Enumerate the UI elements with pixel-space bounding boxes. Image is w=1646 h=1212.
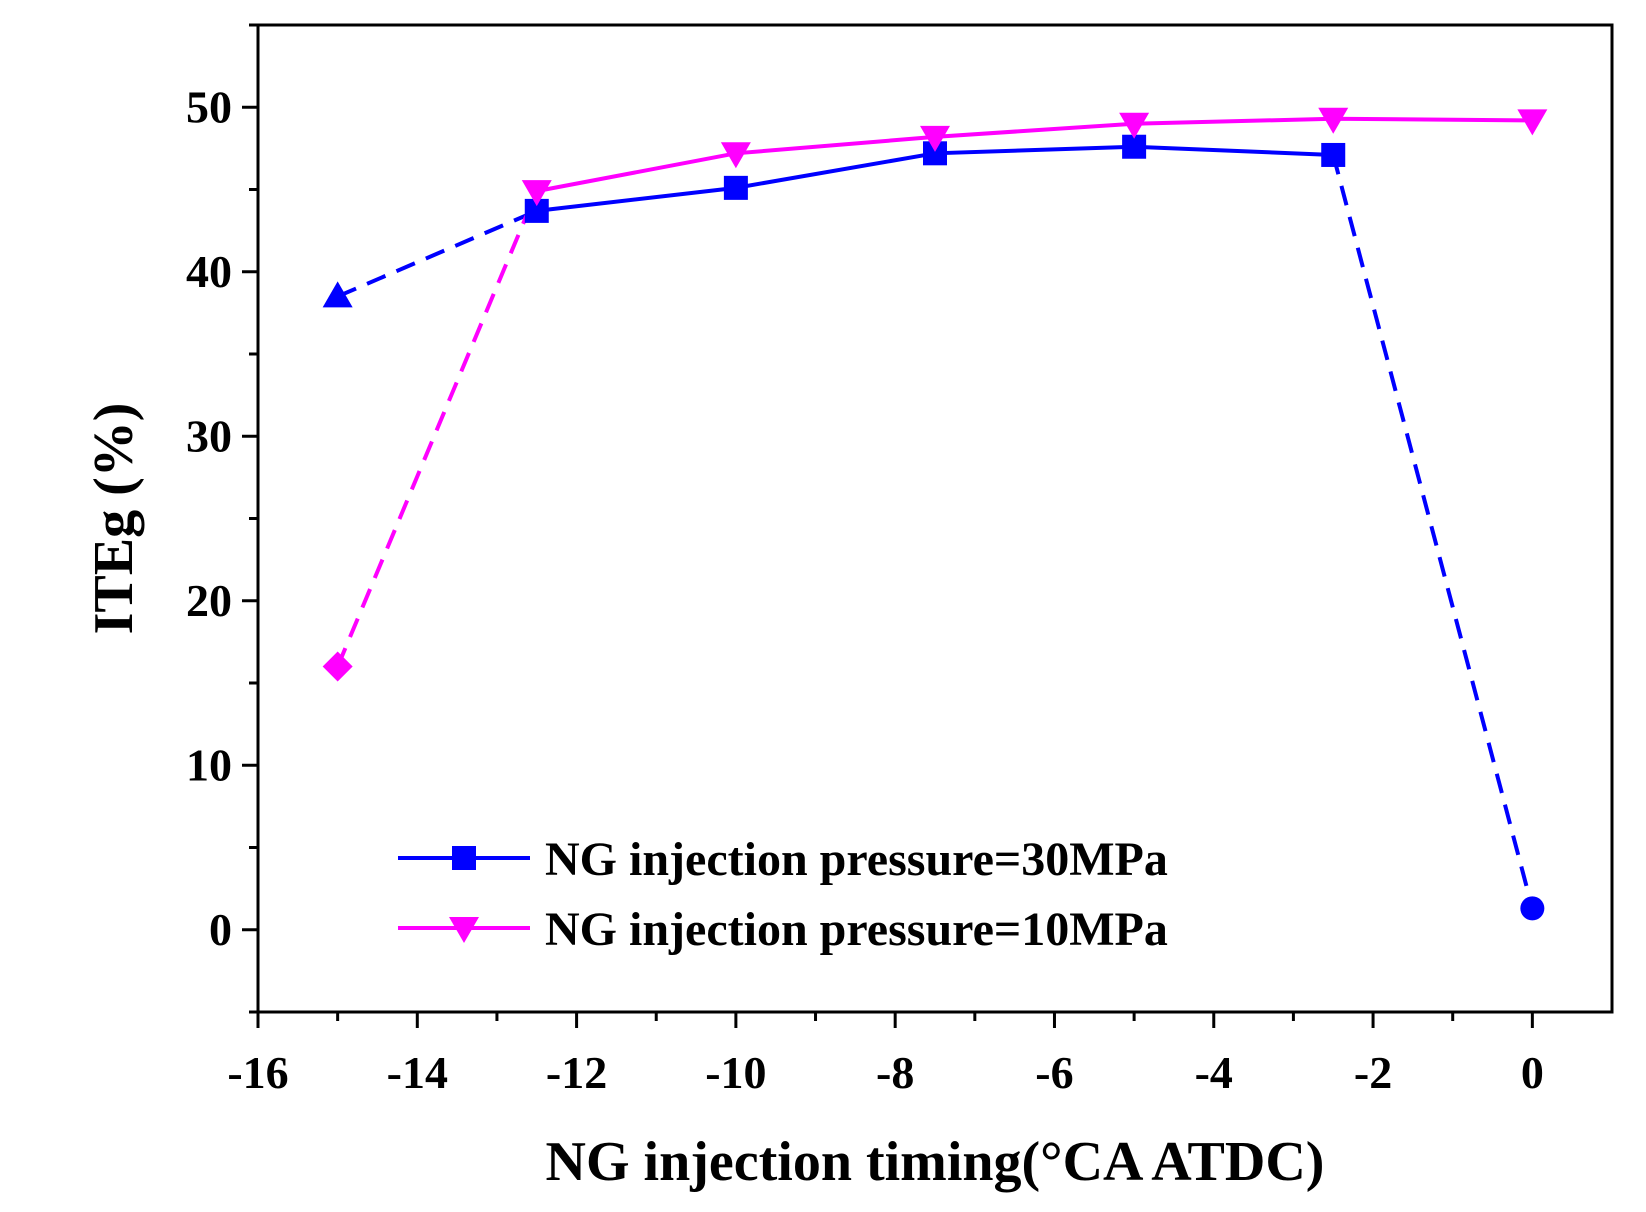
y-tick-label: 20 — [186, 575, 232, 626]
data-point — [1122, 134, 1147, 159]
legend: NG injection pressure=30MPa NG injection … — [398, 833, 1168, 956]
x-tick-label: 0 — [1521, 1047, 1544, 1098]
data-point — [723, 175, 748, 200]
legend-label: NG injection pressure=10MPa — [545, 903, 1168, 956]
data-point — [1318, 107, 1349, 134]
y-tick-label: 30 — [186, 410, 232, 461]
x-axis-title: NG injection timing(°CA ATDC) — [546, 1131, 1325, 1193]
x-tick-label: -8 — [876, 1047, 914, 1098]
x-tick-label: -4 — [1195, 1047, 1233, 1098]
x-tick-label: -10 — [705, 1047, 766, 1098]
x-tick-label: -6 — [1035, 1047, 1073, 1098]
series-layer — [322, 107, 1548, 921]
legend-label: NG injection pressure=30MPa — [545, 833, 1168, 886]
x-tick-label: -12 — [546, 1047, 607, 1098]
y-axis-title: ITEg (%) — [83, 403, 145, 635]
dashed-segment — [335, 190, 539, 668]
data-point — [1517, 109, 1548, 136]
data-point — [720, 142, 751, 169]
data-point — [1321, 142, 1346, 167]
legend-marker — [452, 846, 476, 870]
dashed-segment — [1331, 154, 1535, 909]
series-line — [536, 116, 1533, 194]
x-tick-label: -16 — [227, 1047, 288, 1098]
dashed-segment — [336, 209, 538, 299]
legend-marker — [449, 917, 479, 943]
y-tick-label: 0 — [209, 904, 232, 955]
data-point — [1520, 896, 1545, 921]
data-point — [1119, 112, 1150, 139]
data-point — [920, 125, 950, 152]
data-point — [322, 281, 353, 308]
x-tick-label: -14 — [387, 1047, 448, 1098]
y-tick-label: 50 — [186, 81, 232, 132]
y-tick-label: 10 — [186, 739, 232, 790]
data-point — [322, 651, 353, 682]
data-point — [521, 180, 552, 207]
x-tick-label: -2 — [1354, 1047, 1392, 1098]
axes: -16 -14 -12 -10 -8 -6 -4 -2 0 0 10 20 30 40 50 — [186, 23, 1614, 1098]
y-tick-label: 40 — [186, 246, 232, 297]
